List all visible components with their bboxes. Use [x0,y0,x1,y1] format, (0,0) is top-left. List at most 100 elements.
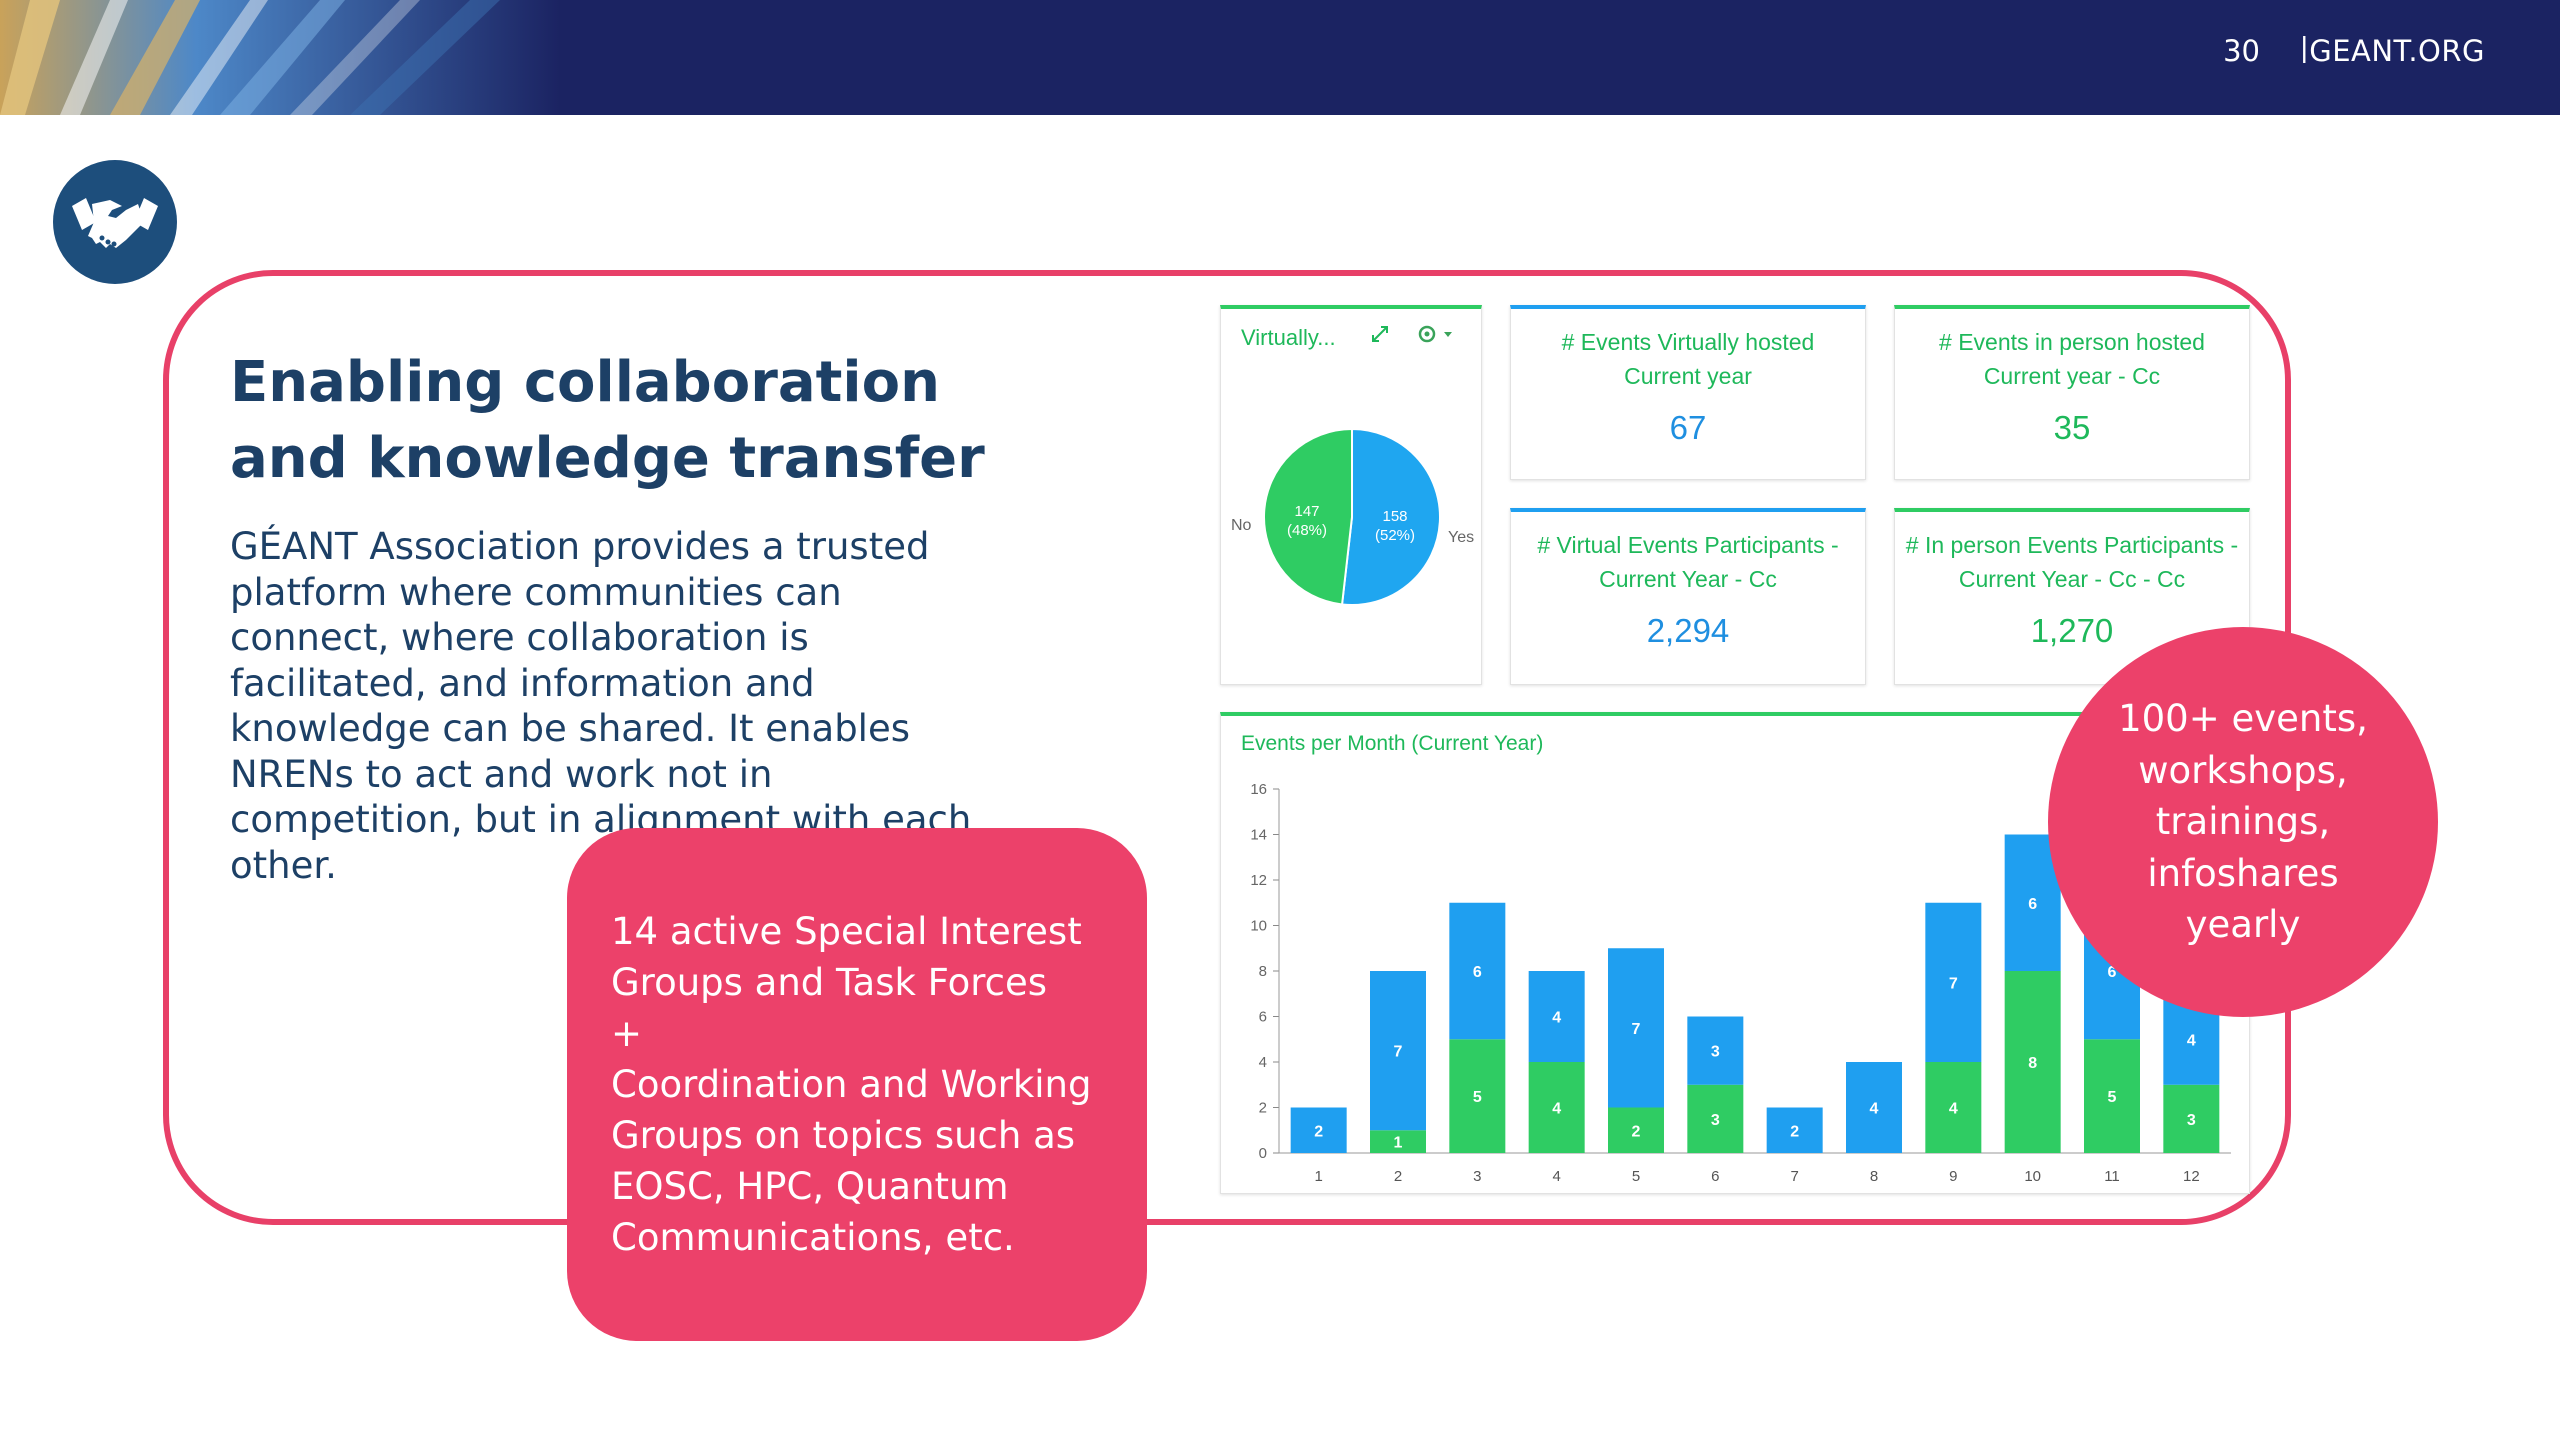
bar-data-label: 2 [1314,1123,1323,1140]
pie-yes-pct: (52%) [1375,527,1415,544]
kpi-value: 1,270 [2030,612,2114,649]
gear-icon[interactable] [1416,323,1462,345]
bar-segment [1528,971,1585,1062]
bar-data-label: 4 [1552,1101,1561,1118]
sig-callout-text: 14 active Special Interest Groups and Ta… [611,906,1121,1263]
sig-callout: 14 active Special Interest Groups and Ta… [567,828,1147,1341]
bar-segment [1925,1062,1982,1153]
bar-segment [1370,971,1426,1131]
bar-data-label: 7 [1949,975,1958,992]
bar-segment [1608,948,1664,1108]
pie-slice-no [1263,427,1353,606]
bar-segment [1925,902,1982,1062]
header-bar: 30 | GEANT.ORG [0,0,2560,115]
bar-data-label: 2 [1790,1123,1799,1140]
bar-segment [2163,1084,2220,1153]
pie-card: Virtually... No Yes 147 (48%) 158 (52%) [1220,305,1482,685]
chart-title: Events per Month (Current Year) [1241,732,1544,755]
bar-data-label: 6 [1473,964,1482,981]
kpi-value: 35 [2053,409,2091,446]
x-tick-label: 10 [2024,1168,2041,1185]
events-callout-circle: 100+ events, workshops, trainings, infos… [2048,627,2438,1017]
sig-line-1: 14 active Special Interest Groups and Ta… [611,910,1082,1004]
x-tick-label: 1 [1314,1168,1322,1185]
bar-segment [1608,1107,1664,1153]
x-tick-label: 12 [2183,1168,2200,1185]
pie-yes-value: 158 [1382,508,1407,525]
y-tick-label: 0 [1259,1145,1267,1162]
y-tick-label: 14 [1250,827,1267,844]
y-tick-label: 16 [1250,781,1267,798]
y-tick-label: 4 [1259,1054,1267,1071]
bar-data-label: 5 [1473,1089,1482,1106]
sig-plus: + [611,1012,643,1055]
bar-data-label: 4 [1870,1101,1879,1118]
y-tick-label: 2 [1259,1100,1267,1117]
bar-data-label: 2 [1632,1123,1641,1140]
kpi-title: # Events in person hosted Current year -… [1939,329,2205,389]
bar-data-label: 7 [1394,1044,1403,1061]
y-tick-label: 12 [1250,872,1267,889]
bar-data-label: 3 [1711,1112,1720,1129]
bar-data-label: 1 [1394,1135,1403,1152]
events-callout-text: 100+ events, workshops, trainings, infos… [2118,697,2368,947]
header-decoration [0,0,560,115]
bar-segment [1370,1130,1426,1153]
kpi-card-inperson-events: # Events in person hosted Current year -… [1894,305,2250,480]
bar-segment [1449,1039,1506,1153]
x-tick-label: 8 [1870,1168,1878,1185]
pie-no-value: 147 [1294,503,1319,520]
handshake-icon [72,198,158,248]
page-number: 30 [2223,34,2260,68]
x-tick-label: 4 [1552,1168,1560,1185]
kpi-title: # Virtual Events Participants - Current … [1537,532,1839,592]
body-text: GÉANT Association provides a trusted pla… [230,525,972,887]
expand-icon[interactable] [1369,323,1391,345]
header-separator: | [2300,32,2308,64]
pie-chart: No Yes 147 (48%) 158 (52%) [1231,427,1474,606]
bar-segment [1766,1107,1823,1153]
y-tick-label: 8 [1259,963,1267,980]
x-tick-label: 9 [1949,1168,1957,1185]
kpi-title: # In person Events Participants - Curren… [1905,532,2239,592]
bar-data-label: 6 [2108,964,2117,981]
x-tick-label: 6 [1711,1168,1719,1185]
x-tick-label: 11 [2104,1168,2120,1185]
kpi-card-virtual-participants: # Virtual Events Participants - Current … [1510,508,1866,685]
site-name: GEANT.ORG [2309,34,2485,68]
bar-segment [1687,1084,1744,1153]
bar-data-label: 7 [1632,1021,1641,1038]
kpi-value: 67 [1669,409,1707,446]
events-per-month-card: Events per Month (Current Year) 0 2 4 6 8 10 1… [1220,712,2250,1194]
pie-no-pct: (48%) [1287,522,1327,539]
page-title: Enabling collaboration and knowledge tra… [230,350,985,491]
bar-data-label: 4 [1552,1010,1561,1027]
bar-data-label: 6 [2028,896,2037,913]
kpi-value: 2,294 [1646,612,1730,649]
pie-label-no: No [1231,517,1252,534]
kpi-title: # Events Virtually hosted Current year [1561,329,1815,389]
bar-segment [1687,1016,1744,1085]
bar-segment [1846,1062,1902,1153]
sig-line-2: Coordination and Working Groups on topic… [611,1063,1092,1259]
bar-segment [2084,1039,2140,1153]
pie-group [1263,427,1441,606]
pie-label-yes: Yes [1448,529,1474,546]
y-tick-label: 10 [1250,918,1267,935]
y-tick-label: 6 [1259,1009,1267,1026]
bar-segment [1290,1107,1347,1153]
kpi-card-inperson-participants: # In person Events Participants - Curren… [1894,508,2250,685]
bar-data-label: 4 [2187,1032,2196,1049]
bar-segment [1449,902,1506,1040]
pie-card-title: Virtually... [1241,325,1336,350]
x-tick-label: 2 [1394,1168,1402,1185]
handshake-badge [53,160,177,284]
bar-chart: 0246810121416211725634442753362748479861… [1250,781,2231,1185]
x-tick-label: 3 [1473,1168,1481,1185]
bar-data-label: 3 [1711,1044,1720,1061]
bar-data-label: 3 [2187,1112,2196,1129]
bar-segment [1528,1062,1585,1153]
x-tick-label: 5 [1632,1168,1640,1185]
bar-data-label: 8 [2028,1055,2037,1072]
bar-data-label: 5 [2108,1089,2117,1106]
